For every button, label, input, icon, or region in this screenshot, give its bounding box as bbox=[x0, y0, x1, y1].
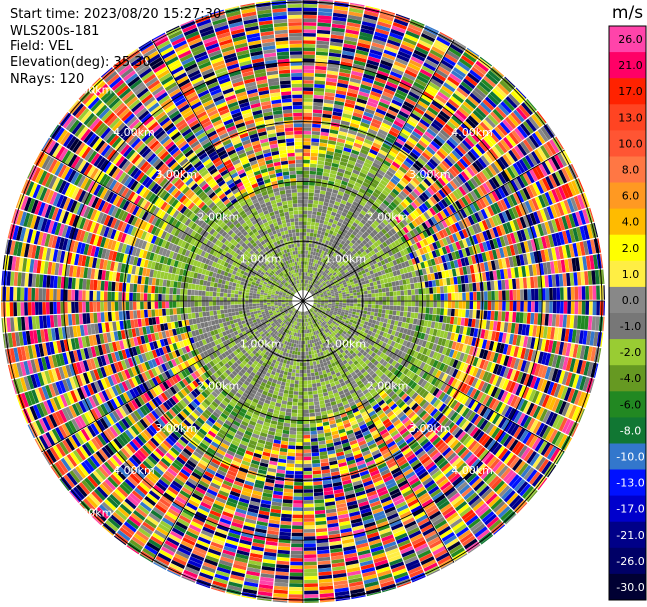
ppi-cell-group bbox=[16, 4, 604, 602]
colorbar-tick-label: 0.0 bbox=[622, 294, 640, 307]
colorbar-tick-label: 10.0 bbox=[618, 137, 643, 150]
colorbar-tick-label: -4.0 bbox=[620, 372, 641, 385]
colorbar-tick-label: 13.0 bbox=[618, 111, 643, 124]
ppi-cell-group bbox=[10, 4, 593, 591]
colorbar-tick-label: -26.0 bbox=[616, 555, 644, 568]
range-ring-label: 4.00km bbox=[451, 464, 493, 477]
range-ring-label: 4.00km bbox=[113, 464, 155, 477]
range-ring-label: 1.00km bbox=[240, 253, 282, 266]
colorbar-swatch bbox=[609, 365, 646, 392]
colorbar-swatch bbox=[609, 208, 646, 236]
colorbar-tick-label: 21.0 bbox=[618, 59, 643, 72]
colorbar-swatch bbox=[609, 339, 646, 366]
range-ring-label: 5.00km bbox=[71, 84, 113, 97]
ray-spoke bbox=[302, 39, 455, 302]
ray-spoke bbox=[41, 149, 304, 302]
ray-spoke bbox=[151, 39, 304, 302]
colorbar-swatch bbox=[609, 547, 646, 575]
range-ring-label: 1.00km bbox=[325, 337, 367, 350]
colorbar-swatch bbox=[609, 573, 646, 601]
colorbar-tick-label: 17.0 bbox=[618, 85, 643, 98]
start-time-label: Start time: 2023/08/20 15:27:30 bbox=[10, 7, 222, 22]
colorbar-tick-label: 26.0 bbox=[618, 33, 643, 46]
colorbar-tick-label: -17.0 bbox=[616, 503, 644, 516]
ppi-cell-group bbox=[2, 0, 605, 602]
colorbar-swatch bbox=[609, 78, 646, 105]
range-ring-label: 4.00km bbox=[451, 126, 493, 139]
colorbar-tick-label: 8.0 bbox=[622, 164, 640, 177]
colorbar-swatch bbox=[609, 443, 646, 471]
colorbar-swatch bbox=[609, 417, 646, 444]
colorbar-tick-label: -10.0 bbox=[616, 451, 644, 464]
colorbar-swatch bbox=[609, 286, 646, 314]
range-ring bbox=[63, 61, 543, 541]
range-ring-label: 4.00km bbox=[113, 126, 155, 139]
range-ring bbox=[182, 180, 424, 422]
range-ring-label: 2.00km bbox=[367, 210, 409, 223]
colorbar-swatch bbox=[609, 52, 646, 79]
colorbar-tick-label: -6.0 bbox=[620, 398, 641, 411]
range-ring bbox=[123, 121, 483, 481]
colorbar-unit: m/s bbox=[612, 3, 643, 23]
colorbar-tick-label: -21.0 bbox=[616, 529, 644, 542]
colorbar-tick-label: 4.0 bbox=[622, 216, 640, 229]
ray-spoke bbox=[151, 300, 304, 563]
range-ring bbox=[242, 240, 364, 362]
colorbar: m/s 26.0 21.0 17.0 13.0 10.0 8.0 6.0 4.0 2.0 1.0 0.… bbox=[608, 3, 647, 601]
ray-spoke bbox=[41, 300, 304, 453]
range-ring bbox=[3, 1, 603, 601]
ppi-velocity-cells bbox=[1, 0, 605, 603]
range-ring-label: 2.00km bbox=[198, 380, 240, 393]
range-ring-label: 3.00km bbox=[409, 168, 451, 181]
range-ring-label: 3.00km bbox=[409, 422, 451, 435]
colorbar-swatch bbox=[609, 104, 646, 131]
range-rings bbox=[3, 1, 603, 601]
colorbar-tick-label: -13.0 bbox=[616, 477, 644, 490]
colorbar-swatch bbox=[609, 234, 646, 262]
colorbar-swatch bbox=[609, 130, 646, 157]
ppi-cell-group bbox=[9, 7, 595, 598]
colorbar-tick-label: 6.0 bbox=[622, 190, 640, 203]
instrument-label: WLS200s-181 bbox=[10, 24, 100, 39]
colorbar-swatch bbox=[609, 260, 646, 288]
colorbar-border bbox=[608, 25, 647, 601]
ppi-cell-group bbox=[13, 18, 590, 597]
colorbar-tick-label: -2.0 bbox=[620, 346, 641, 359]
colorbar-tick-label: 2.0 bbox=[622, 242, 640, 255]
ppi-cell-group bbox=[1, 5, 594, 598]
range-ring-label: 2.00km bbox=[367, 380, 409, 393]
range-ring-label: 1.00km bbox=[325, 253, 367, 266]
range-ring-label: 5.00km bbox=[71, 506, 113, 519]
colorbar-swatch bbox=[609, 521, 646, 549]
colorbar-swatch bbox=[609, 469, 646, 497]
colorbar-tick-label: 1.0 bbox=[622, 268, 640, 281]
colorbar-swatch bbox=[609, 26, 646, 53]
ray-spoke bbox=[302, 149, 565, 302]
ppi-cell-group bbox=[4, 0, 600, 600]
range-ring-label: 3.00km bbox=[155, 168, 197, 181]
range-ring-label: 3.00km bbox=[155, 422, 197, 435]
colorbar-swatch bbox=[609, 391, 646, 418]
nrays-label: NRays: 120 bbox=[10, 72, 85, 87]
ray-spoke bbox=[302, 300, 455, 563]
colorbar-tick-label: -8.0 bbox=[620, 424, 641, 437]
elevation-label: Elevation(deg): 35.30 bbox=[10, 55, 151, 70]
colorbar-tick-label: -1.0 bbox=[620, 320, 641, 333]
colorbar-swatch bbox=[609, 495, 646, 523]
ppi-ray-spokes bbox=[1, 0, 605, 603]
colorbar-swatch bbox=[609, 156, 646, 184]
field-label: Field: VEL bbox=[10, 39, 73, 54]
range-ring-label: 2.00km bbox=[198, 210, 240, 223]
ray-spoke bbox=[302, 300, 565, 453]
colorbar-swatch bbox=[609, 313, 646, 340]
colorbar-swatch bbox=[609, 182, 646, 210]
colorbar-tick-label: -30.0 bbox=[616, 581, 644, 594]
range-ring-labels: 1.00km 1.00km 1.00km 1.00km 2.00km 2.00km 2.00… bbox=[71, 84, 493, 520]
range-ring-label: 1.00km bbox=[240, 337, 282, 350]
